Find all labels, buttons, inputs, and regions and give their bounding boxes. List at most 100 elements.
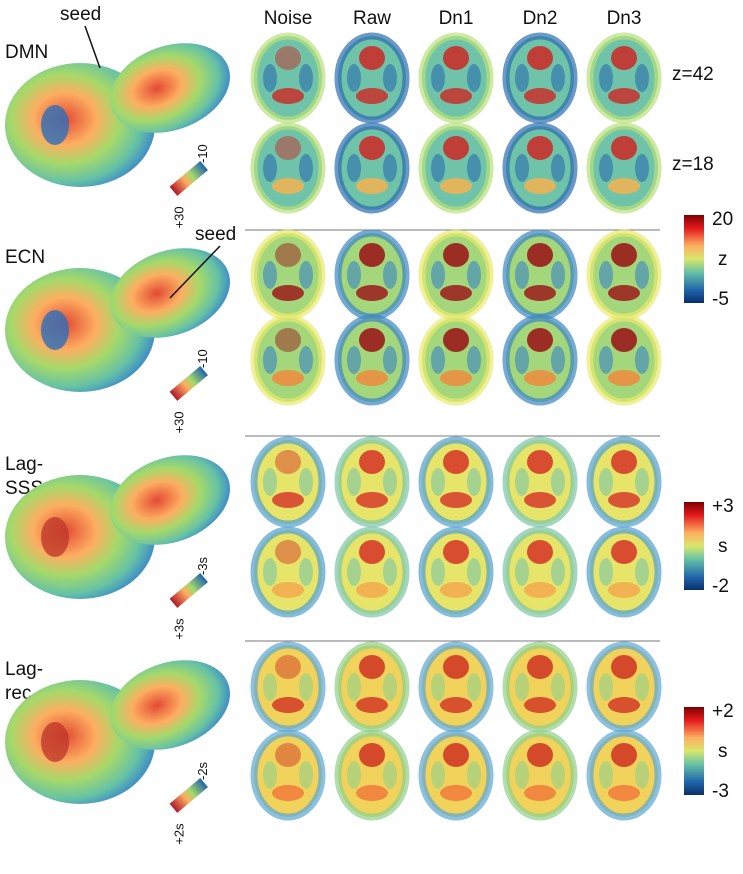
slice-blob <box>635 468 649 496</box>
slice-body <box>506 36 574 120</box>
slice-blob <box>272 582 304 598</box>
slice-blob <box>515 154 529 182</box>
slice-edge <box>502 436 578 528</box>
surface-medial <box>109 43 231 133</box>
slice-blob <box>359 46 385 70</box>
slice-body <box>338 733 406 817</box>
slice-blob <box>299 64 313 92</box>
slice-blob <box>608 88 640 104</box>
slice-body <box>338 126 406 210</box>
slice-blob <box>443 450 469 474</box>
slice-blob <box>359 328 385 352</box>
surface-colorbar-label: +2s <box>172 823 187 845</box>
slice-edge <box>418 436 494 528</box>
slice-blob <box>383 346 397 374</box>
slice-blob <box>527 540 553 564</box>
slice-blob <box>599 673 613 701</box>
slice-edge <box>334 526 410 618</box>
slice-blob <box>599 468 613 496</box>
column-header: Noise <box>264 8 313 29</box>
colorbar-unit: z <box>718 249 728 270</box>
brain-slice <box>334 314 410 406</box>
slice-edge <box>418 314 494 406</box>
brain-slice <box>502 229 578 321</box>
slice-body <box>506 126 574 210</box>
slice-blob <box>440 370 472 386</box>
slice-blob <box>608 370 640 386</box>
slice-blob <box>443 136 469 160</box>
brain-slice <box>250 641 326 733</box>
slice-edge <box>586 32 662 124</box>
slice-blob <box>275 743 301 767</box>
slice-edge <box>250 641 326 733</box>
slice-blob <box>608 785 640 801</box>
surface-medial <box>109 248 231 338</box>
slice-blob <box>356 785 388 801</box>
slice-blob <box>611 655 637 679</box>
slice-edge <box>502 526 578 618</box>
slice-blob <box>263 154 277 182</box>
surface-colorbar-bar <box>169 365 208 401</box>
slice-blob <box>527 46 553 70</box>
slice-blob <box>635 761 649 789</box>
surface-spot <box>41 105 69 145</box>
slice-blob <box>515 558 529 586</box>
seed-label: seed <box>195 224 236 245</box>
surface-medial <box>109 455 231 545</box>
slice-body <box>254 733 322 817</box>
slice-blob <box>635 154 649 182</box>
slice-blob <box>635 346 649 374</box>
brain-slice <box>586 641 662 733</box>
brain-slice <box>418 314 494 406</box>
slice-blob <box>524 178 556 194</box>
slice-body <box>422 733 490 817</box>
surface-colorbar-label: +30 <box>172 206 187 228</box>
slice-blob <box>431 261 445 289</box>
slice-edge <box>250 314 326 406</box>
surface-colorbar-label: -10 <box>195 349 210 368</box>
slice-blob <box>440 285 472 301</box>
slice-blob <box>467 261 481 289</box>
slice-blob <box>611 450 637 474</box>
slice-blob <box>359 136 385 160</box>
slice-blob <box>551 558 565 586</box>
slice-body <box>590 733 658 817</box>
column-header: Dn1 <box>439 8 474 29</box>
surface-colorbar-bar <box>169 572 208 608</box>
slice-blob <box>263 558 277 586</box>
slice-body <box>254 318 322 402</box>
brain-slice <box>502 314 578 406</box>
brain-slice <box>334 122 410 214</box>
slice-blob <box>272 88 304 104</box>
slice-edge <box>418 641 494 733</box>
slice-blob <box>299 468 313 496</box>
slice-blob <box>608 697 640 713</box>
colorbar <box>684 707 704 795</box>
column-header: Dn3 <box>607 8 642 29</box>
slice-body <box>590 36 658 120</box>
slice-blob <box>272 785 304 801</box>
slice-blob <box>443 540 469 564</box>
slice-blob <box>443 243 469 267</box>
slice-blob <box>515 761 529 789</box>
slice-blob <box>347 558 361 586</box>
slice-body <box>506 440 574 524</box>
brain-slice <box>250 526 326 618</box>
slice-body <box>254 440 322 524</box>
slice-blob <box>431 673 445 701</box>
slice-body <box>590 645 658 729</box>
brain-slice <box>250 229 326 321</box>
slice-blob <box>611 743 637 767</box>
surface-spot <box>41 310 69 350</box>
slice-blob <box>275 243 301 267</box>
slice-blob <box>527 655 553 679</box>
brain-surface <box>5 455 231 599</box>
surface-colorbar: +30 -10 <box>169 349 210 433</box>
brain-slice <box>502 526 578 618</box>
surface-colorbar-bar <box>169 777 208 813</box>
slice-blob <box>299 761 313 789</box>
slice-blob <box>275 540 301 564</box>
slice-blob <box>263 261 277 289</box>
slice-blob <box>272 285 304 301</box>
slice-blob <box>356 88 388 104</box>
